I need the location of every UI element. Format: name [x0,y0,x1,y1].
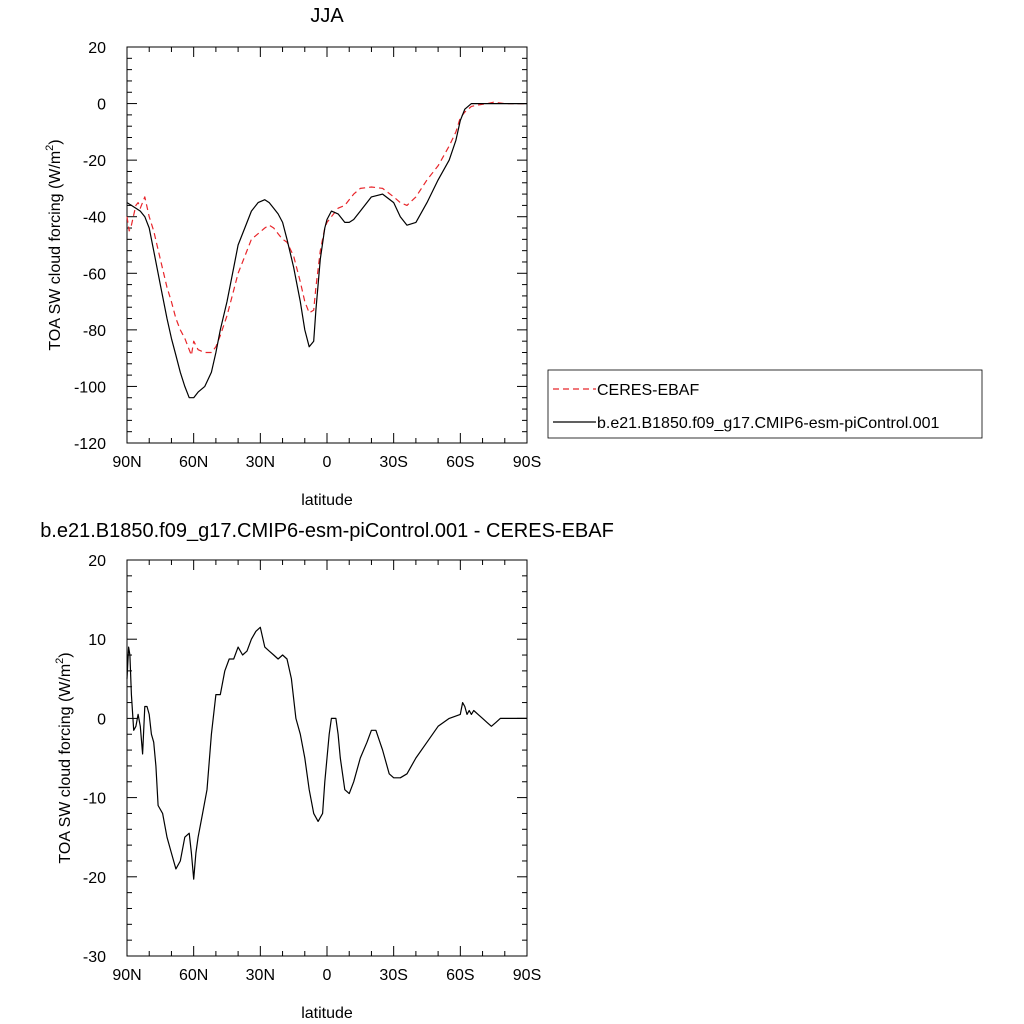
top-chart-frame [126,46,528,444]
bottom-y-tick-label: 0 [97,711,106,728]
top-x-tick-label: 30S [379,454,407,471]
top-chart-ylabel-close: ) [47,139,64,144]
legend-box [547,369,983,439]
bottom-chart-xlabel: latitude [301,1005,353,1022]
top-y-tick-label: -40 [83,210,106,227]
bottom-chart: b.e21.B1850.f09_g17.CMIP6-esm-piControl.… [40,520,614,1022]
legend: CERES-EBAF b.e21.B1850.f09_g17.CMIP6-esm… [547,369,983,439]
top-x-tick-label: 90S [513,454,541,471]
bottom-y-tick-label: -20 [83,870,106,887]
bottom-chart-title: b.e21.B1850.f09_g17.CMIP6-esm-piControl.… [40,520,614,542]
bottom-chart-ticks: 90N 60N 30N 0 30S 60S 90S 20 10 0 -10 -20 -30 [83,553,541,984]
bottom-chart-ylabel-sup: 2 [54,658,66,664]
top-y-tick-label: 20 [88,40,106,57]
bottom-series-line-0 [126,626,527,880]
top-chart: JJA 90N 60N 30N 0 30S 60S 90S 20 0 -20 -40 -60 -80 -1… [44,5,983,509]
top-y-tick-label: -20 [83,153,106,170]
bottom-y-tick-label: -30 [83,949,106,966]
bottom-x-tick-label: 60S [446,967,474,984]
top-chart-xlabel: latitude [301,492,353,509]
bottom-x-tick-label: 30S [379,967,407,984]
bottom-x-tick-label: 30N [246,967,275,984]
top-x-tick-label: 0 [323,454,332,471]
legend-label-model: b.e21.B1850.f09_g17.CMIP6-esm-piControl.… [597,415,940,432]
bottom-y-tick-label: -10 [83,791,106,808]
top-y-tick-label: -100 [74,379,106,396]
top-chart-ticks: 90N 60N 30N 0 30S 60S 90S 20 0 -20 -40 -60 -80 -100 -1… [74,40,541,471]
bottom-x-tick-label: 60N [179,967,208,984]
bottom-chart-ylabel-main: TOA SW cloud forcing (W/m [57,664,74,864]
bottom-x-tick-label: 90S [513,967,541,984]
bottom-chart-series [126,626,527,880]
top-x-tick-label: 60S [446,454,474,471]
top-chart-title: JJA [310,5,344,27]
bottom-y-tick-label: 10 [88,632,106,649]
top-chart-ylabel-sup: 2 [44,145,56,151]
bottom-chart-ylabel: TOA SW cloud forcing (W/m2) [54,652,74,863]
bottom-y-tick-label: 20 [88,553,106,570]
top-y-tick-label: -60 [83,266,106,283]
top-x-tick-label: 90N [112,454,141,471]
top-series-line-1 [126,102,527,399]
top-x-tick-label: 60N [179,454,208,471]
top-chart-ylabel: TOA SW cloud forcing (W/m2) [44,139,64,350]
top-y-tick-label: -120 [74,436,106,453]
legend-label-ceres: CERES-EBAF [597,382,699,399]
bottom-chart-ylabel-close: ) [57,652,74,657]
top-series-line-0 [126,101,527,356]
top-chart-ylabel-main: TOA SW cloud forcing (W/m [47,151,64,351]
top-x-tick-label: 30N [246,454,275,471]
bottom-x-tick-label: 0 [323,967,332,984]
top-chart-series [126,101,527,399]
bottom-x-tick-label: 90N [112,967,141,984]
top-y-tick-label: 0 [97,97,106,114]
top-y-tick-label: -80 [83,323,106,340]
